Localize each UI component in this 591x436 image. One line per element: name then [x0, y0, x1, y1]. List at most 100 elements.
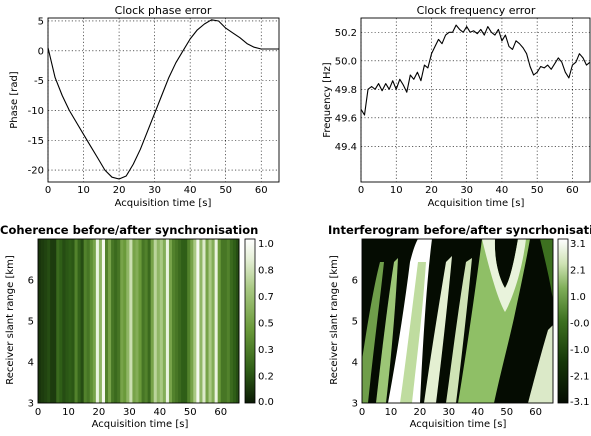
phase-y-axis-label: Phase [rad] [9, 71, 20, 129]
interferogram-x-tick-labels: 0 10 20 30 40 50 60 [359, 407, 542, 418]
x-tick-label: 10 [390, 185, 403, 196]
fringe-band [362, 262, 384, 403]
coherence-column [153, 239, 158, 403]
frequency-error-chart: Clock frequency error 0 10 20 30 40 50 60 50.2… [322, 4, 591, 209]
y-tick-label: 4 [28, 358, 34, 369]
coherence-column [101, 239, 106, 403]
x-tick-label: 0 [358, 185, 364, 196]
coherence-column [156, 239, 161, 403]
fringe-band [528, 325, 553, 403]
frequency-plot-frame [360, 17, 591, 183]
coherence-column [56, 239, 60, 403]
y-tick-label: -10 [28, 106, 44, 117]
y-tick-label: 50.2 [335, 28, 357, 39]
fringe-band [446, 258, 472, 403]
coherence-column [199, 239, 203, 403]
coherence-column [59, 239, 63, 403]
x-tick-label: 60 [566, 185, 579, 196]
x-tick-label: 0 [359, 407, 365, 418]
coherence-column [223, 239, 228, 403]
coherence-column [53, 239, 57, 403]
coherence-column [211, 239, 216, 403]
coherence-column [165, 239, 170, 403]
x-tick-label: 30 [148, 185, 161, 196]
y-tick-label: 3 [28, 399, 34, 410]
coherence-plot-frame [37, 238, 240, 404]
coherence-column [108, 239, 112, 403]
coherence-column [71, 239, 75, 403]
coherence-column [65, 239, 69, 403]
y-tick-label: 5 [352, 317, 358, 328]
x-tick-label: 30 [123, 407, 136, 418]
fringe-band [376, 258, 398, 403]
coherence-heatmap: Coherence before/after synchronisation 0… [0, 223, 274, 430]
y-tick-label: -15 [28, 136, 44, 147]
coherence-column [217, 239, 222, 403]
coherence-column [232, 239, 237, 403]
x-tick-label: 10 [62, 407, 75, 418]
coherence-column [181, 239, 185, 403]
y-tick-label: 49.8 [335, 85, 357, 96]
frequency-y-axis-label: Frequency [Hz] [322, 62, 333, 138]
coherence-column [202, 239, 206, 403]
coherence-column [138, 239, 142, 403]
coherence-column [123, 239, 127, 403]
x-tick-label: 0 [45, 185, 51, 196]
coherence-y-axis-label: Receiver slant range [km] [5, 255, 16, 385]
coherence-colorbar [244, 238, 256, 404]
frequency-x-tick-labels: 0 10 20 30 40 50 60 [358, 185, 579, 196]
coherence-column [111, 239, 115, 403]
phase-y-tick-labels: 5 0 -5 -10 -15 -20 [28, 16, 44, 176]
interferogram-heatmap: Interferogram before/after syncrhonisati… [328, 223, 591, 430]
coherence-columns [38, 239, 240, 403]
frequency-chart-title: Clock frequency error [417, 4, 536, 17]
colorbar-label: 0.2 [258, 372, 274, 383]
phase-grid [47, 18, 279, 182]
coherence-column [235, 239, 240, 403]
x-tick-label: 50 [500, 407, 513, 418]
coherence-column [92, 239, 97, 403]
coherence-column [226, 239, 231, 403]
coherence-y-tick-labels: 3 4 5 6 [28, 276, 34, 410]
y-tick-label: 49.6 [335, 113, 357, 124]
coherence-column [89, 239, 94, 403]
x-tick-label: 40 [153, 407, 166, 418]
colorbar-label: 0.7 [258, 292, 274, 303]
interferogram-y-tick-labels: 3 4 5 6 [352, 276, 358, 410]
coherence-column [47, 239, 51, 403]
phase-x-axis-label: Acquisition time [s] [115, 198, 212, 209]
x-tick-label: 60 [255, 185, 268, 196]
phase-error-chart: Clock phase error 0 10 20 30 40 50 60 50-5-10-… [9, 4, 280, 209]
y-tick-label: 3 [352, 399, 358, 410]
coherence-column [68, 239, 72, 403]
coherence-column [205, 239, 209, 403]
coherence-colorbar-labels: 1.0 0.8 0.7 0.5 0.3 0.2 0.0 [258, 239, 274, 408]
coherence-column [80, 239, 85, 403]
frequency-error-line [360, 24, 591, 116]
coherence-x-axis-label: Acquisition time [s] [92, 419, 189, 430]
coherence-column [62, 239, 66, 403]
phase-chart-title: Clock phase error [115, 4, 212, 17]
coherence-column [150, 239, 155, 403]
x-tick-label: 0 [35, 407, 41, 418]
x-tick-label: 20 [414, 407, 427, 418]
coherence-column [120, 239, 124, 403]
y-tick-label: 6 [28, 276, 34, 287]
coherence-column [105, 239, 109, 403]
x-tick-label: 20 [93, 407, 106, 418]
coherence-column [44, 239, 48, 403]
coherence-column [117, 239, 121, 403]
interferogram-plot-frame [361, 238, 554, 404]
coherence-column [159, 239, 164, 403]
coherence-column [114, 239, 118, 403]
coherence-column [147, 239, 152, 403]
phase-plot-frame [47, 17, 280, 183]
coherence-column [193, 239, 197, 403]
colorbar-label: 0.3 [258, 345, 274, 356]
coherence-column [168, 239, 173, 403]
frequency-x-axis-label: Acquisition time [s] [428, 198, 525, 209]
fringe-band [482, 239, 526, 312]
colorbar-label: 1.0 [570, 292, 586, 303]
x-tick-label: 50 [531, 185, 544, 196]
